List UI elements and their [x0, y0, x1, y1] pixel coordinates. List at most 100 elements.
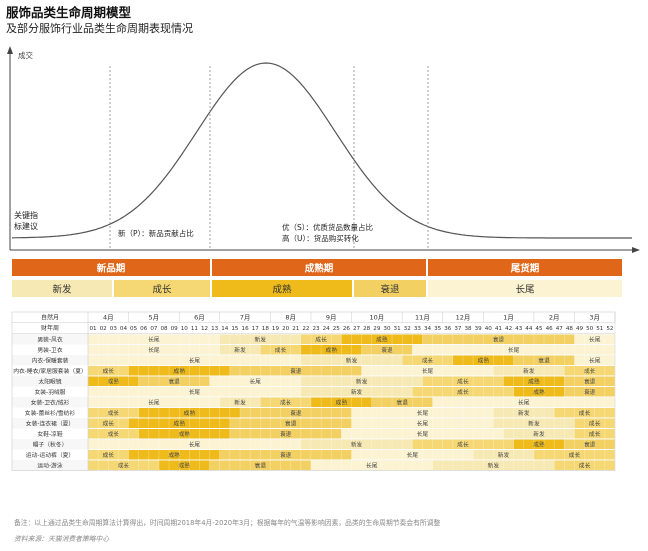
week-label: 05	[130, 326, 138, 332]
lifecycle-segment	[158, 460, 210, 470]
segment-label: 长尾	[189, 440, 201, 448]
new-product-annotation: 新（P）：新品贡献占比	[118, 228, 194, 238]
segment-label: 成熟	[108, 377, 120, 385]
week-label: 09	[171, 326, 179, 332]
segment-label: 长尾	[189, 356, 201, 364]
stage-label: 新发	[52, 284, 72, 296]
week-label: 45	[535, 326, 543, 332]
lifecycle-curve-chart: 成交 关键指 标建议 新（P）：新品贡献占比 优（S）：优质货品数量占比 高（U…	[7, 46, 640, 253]
week-label: 21	[292, 326, 300, 332]
segment-label: 衰退	[493, 335, 505, 343]
week-label: 15	[231, 326, 239, 332]
segment-label: 长尾	[249, 377, 261, 385]
lifecycle-segment	[88, 397, 220, 407]
week-label: 30	[383, 326, 391, 332]
segment-label: 衰退	[381, 346, 393, 354]
curve-axes	[7, 46, 640, 253]
week-label: 46	[546, 326, 554, 332]
stage-label: 衰退	[380, 284, 400, 296]
month-label: 6月	[194, 314, 205, 322]
category-label: 女装-连衣裙（夏）	[26, 419, 74, 427]
week-label: 12	[201, 326, 208, 332]
lifecycle-segment	[513, 439, 565, 449]
week-label: 49	[576, 326, 584, 332]
segment-label: 新发	[351, 388, 363, 396]
week-label: 41	[495, 326, 503, 332]
segment-label: 衰退	[584, 377, 596, 385]
lifecycle-segment	[229, 429, 342, 439]
week-label: 01	[90, 326, 98, 332]
week-label: 34	[424, 326, 432, 332]
week-label: 02	[100, 326, 107, 332]
segment-label: 长尾	[189, 388, 201, 396]
lifecycle-curve	[12, 62, 632, 239]
lifecycle-segment	[88, 408, 139, 418]
week-label: 08	[160, 326, 168, 332]
month-label: 1月	[503, 314, 514, 322]
category-label: 男装-风衣	[37, 335, 62, 343]
category-label: 运动-运动裤（夏）	[26, 451, 74, 459]
week-label: 32	[404, 326, 411, 332]
category-label: 女鞋-凉鞋	[37, 430, 62, 438]
week-label: 26	[343, 326, 351, 332]
stage-label: 长尾	[515, 284, 534, 296]
segment-label: 衰退	[168, 377, 180, 385]
segment-label: 新发	[351, 440, 363, 448]
month-label: 5月	[149, 314, 160, 322]
week-label: 22	[302, 326, 309, 332]
week-label: 35	[434, 326, 442, 332]
month-label: 12月	[456, 314, 471, 322]
week-label: 31	[394, 326, 402, 332]
week-label: 29	[373, 326, 381, 332]
lifecycle-segment	[493, 366, 565, 376]
week-label: 06	[140, 326, 148, 332]
curve-ylabel: 成交	[18, 50, 33, 60]
month-label: 11月	[415, 314, 430, 322]
lifecycle-segment	[88, 387, 301, 397]
segment-label: 衰退	[584, 388, 596, 396]
x-axis-arrow	[632, 247, 640, 253]
lifecycle-segment	[564, 387, 615, 397]
lifecycle-segment	[300, 387, 413, 397]
month-label: 7月	[240, 314, 251, 322]
week-label: 52	[606, 326, 613, 332]
category-label: 帽子（秋冬）	[33, 440, 68, 448]
segment-label: 成长	[422, 356, 434, 364]
week-label: 43	[515, 326, 523, 332]
week-label: 17	[252, 326, 260, 332]
source-note: 资料来源：天猫消费者策略中心	[14, 535, 110, 543]
lifecycle-segment	[209, 376, 301, 386]
stage-label: 成长	[152, 284, 172, 296]
phase-dividers	[109, 66, 429, 250]
mature-annotation-line1: 优（S）：优质货品数量占比	[282, 222, 374, 232]
lifecycle-segment	[361, 366, 494, 376]
lifecycle-segment	[240, 408, 352, 418]
week-label: 20	[282, 326, 290, 332]
category-label: 运动-游泳	[37, 461, 62, 469]
month-label: 4月	[103, 314, 114, 322]
week-label: 25	[333, 326, 341, 332]
phase-label: 成熟期	[305, 263, 334, 275]
week-label: 37	[454, 326, 462, 332]
month-label: 2月	[549, 314, 560, 322]
segment-label: 长尾	[422, 367, 434, 375]
segment-label: 衰退	[280, 451, 292, 459]
phase-bar	[428, 259, 622, 276]
phase-label: 尾货期	[510, 263, 540, 275]
week-label: 36	[444, 326, 452, 332]
category-label: 女装-卫衣/绒衫	[31, 398, 70, 406]
week-label: 44	[525, 326, 533, 332]
segment-label: 成熟	[533, 440, 545, 448]
week-label: 04	[120, 326, 128, 332]
segment-label: 衰退	[584, 440, 596, 448]
segment-label: 成长	[118, 461, 130, 469]
lifecycle-segment	[88, 376, 139, 386]
lifecycle-segment	[564, 439, 615, 449]
phase-label: 新品期	[97, 263, 126, 275]
lifecycle-segment	[229, 366, 362, 376]
week-label: 50	[586, 326, 594, 332]
week-label: 23	[312, 326, 320, 332]
segment-label: 衰退	[290, 409, 302, 417]
segment-label: 成熟	[168, 451, 180, 459]
week-label: 51	[596, 326, 604, 332]
